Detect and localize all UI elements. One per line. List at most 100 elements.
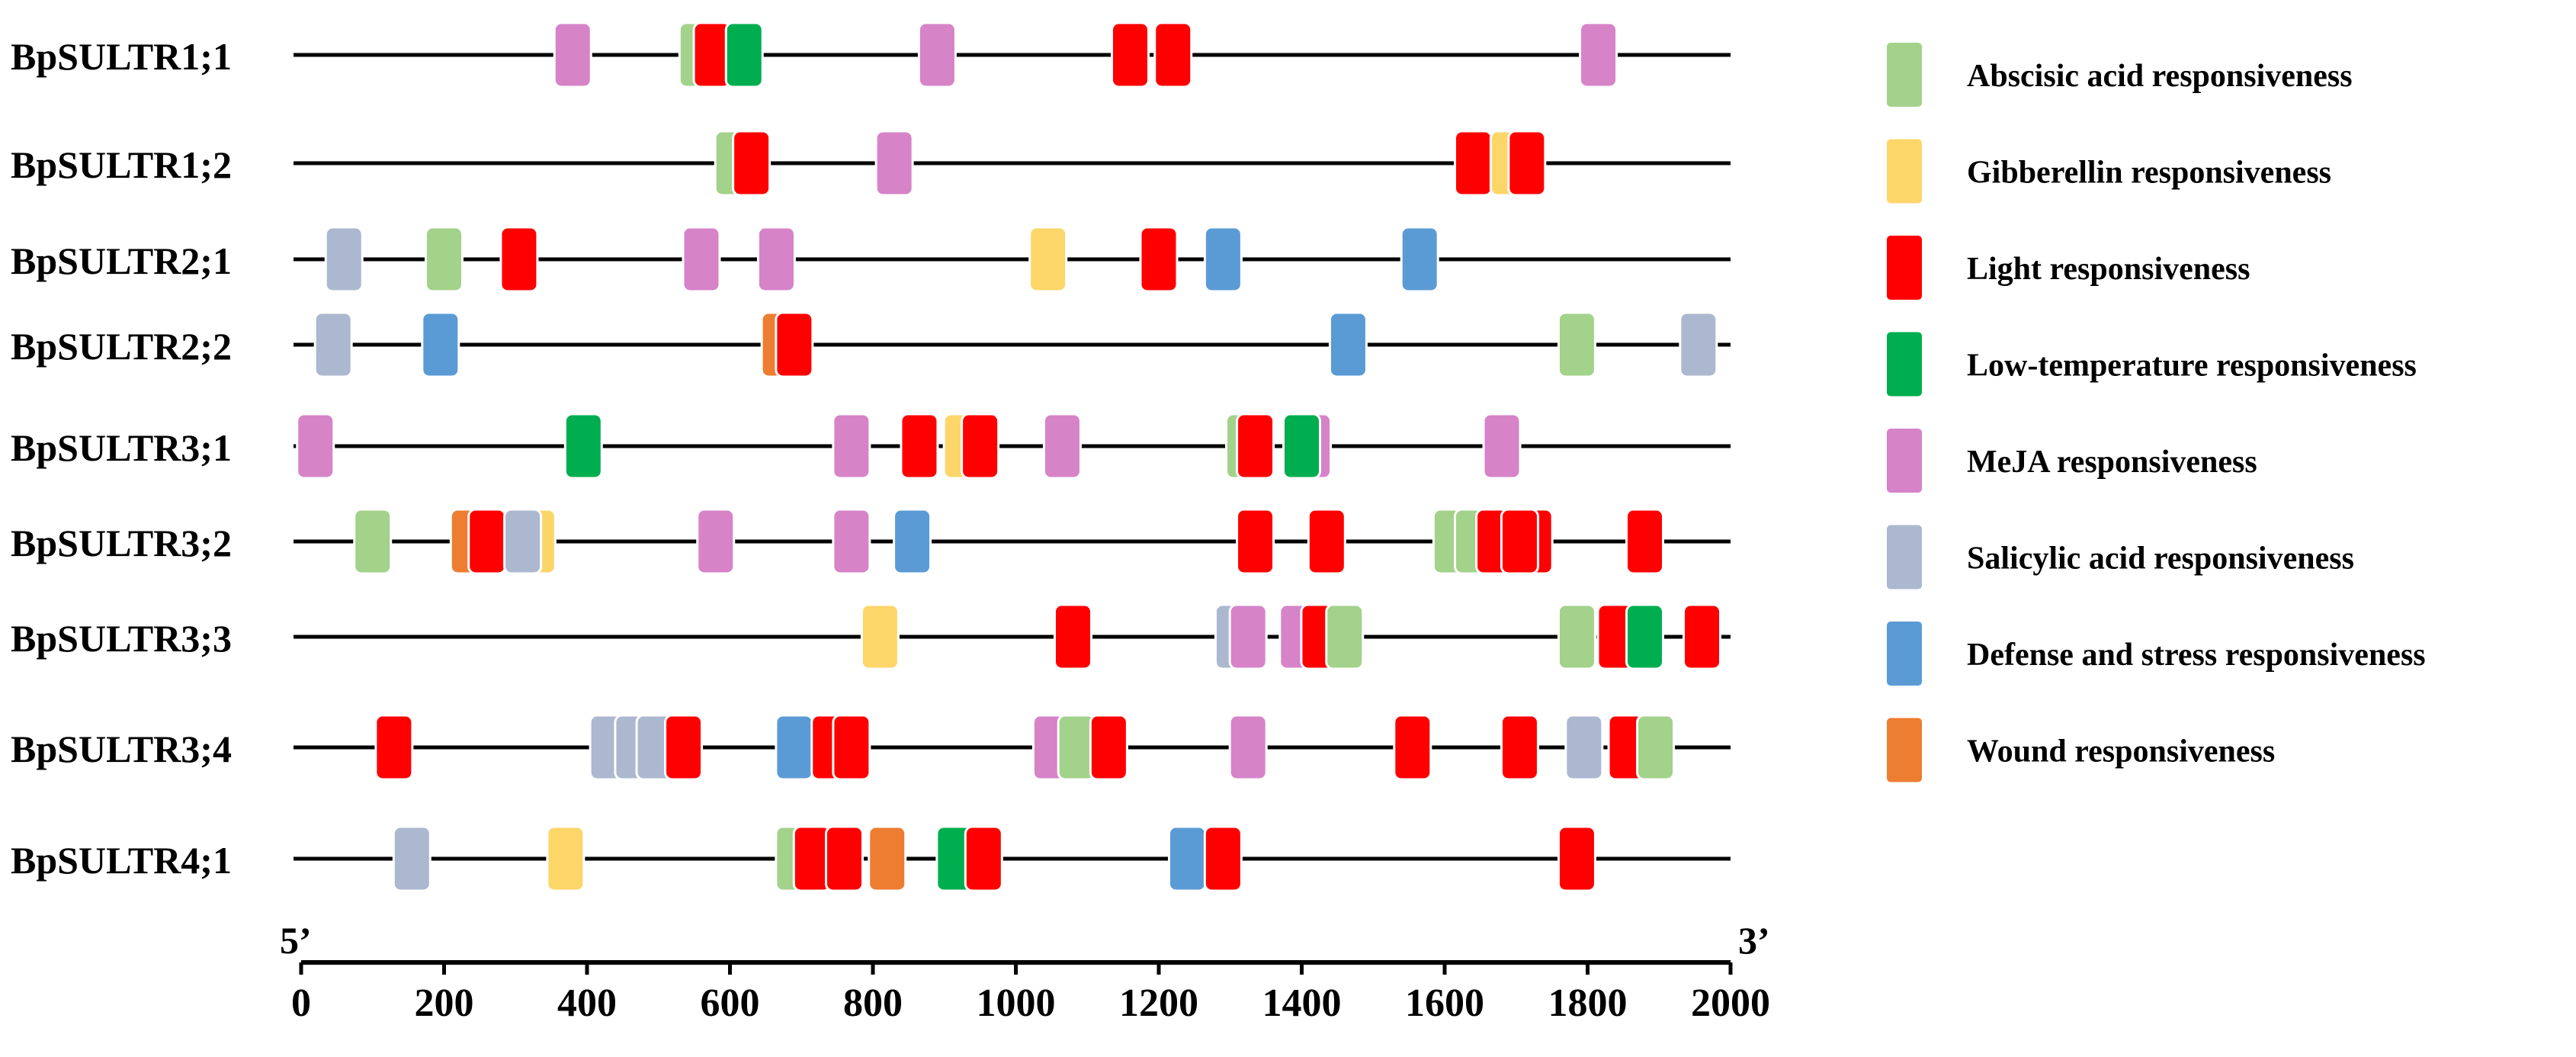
axis-tick-label: 400	[557, 982, 617, 1025]
cis-element-ga	[1028, 226, 1068, 293]
gene-label: BpSULTR3;4	[11, 728, 232, 770]
cis-element-ga	[860, 603, 900, 670]
cis-element-lt	[1625, 603, 1664, 670]
cis-element-light	[1111, 21, 1150, 88]
gene-row: BpSULTR3;2	[11, 508, 1731, 575]
cis-element-light	[1500, 508, 1539, 575]
cis-element-light	[961, 413, 1000, 480]
gene-row: BpSULTR3;4	[11, 714, 1731, 781]
axis-tick-label: 1400	[1262, 982, 1342, 1025]
cis-element-lt	[724, 21, 764, 88]
cis-element-sa	[1679, 311, 1718, 378]
cis-element-light	[1089, 714, 1128, 781]
cis-element-defense	[1400, 226, 1439, 293]
gene-row: BpSULTR1;2	[11, 130, 1731, 197]
cis-element-meja	[553, 21, 592, 88]
cis-element-light	[1500, 714, 1539, 781]
gene-label: BpSULTR3;2	[11, 522, 232, 564]
cis-element-aba	[1557, 311, 1596, 378]
gene-label: BpSULTR1;1	[11, 35, 232, 78]
cis-element-aba	[425, 226, 464, 293]
cis-element-aba	[353, 508, 393, 575]
cis-element-light	[964, 825, 1003, 892]
cis-element-aba	[1636, 714, 1676, 781]
cis-element-light	[1393, 714, 1432, 781]
axis-tick-label: 1200	[1119, 982, 1198, 1025]
cis-element-light	[467, 508, 507, 575]
cis-element-light	[1557, 825, 1596, 892]
axis-tick-label: 800	[843, 982, 903, 1025]
cis-element-sa	[392, 825, 431, 892]
cis-element-light	[1139, 226, 1179, 293]
three-prime-label: 3’	[1738, 919, 1770, 962]
legend-label: MeJA responsiveness	[1967, 445, 2257, 480]
cis-element-light	[900, 413, 939, 480]
cis-element-meja	[1228, 714, 1268, 781]
gene-tracks: BpSULTR1;1 BpSULTR1;2 BpSULTR2;1 BpSULTR2;2…	[11, 21, 1731, 892]
cis-element-meja	[832, 413, 871, 480]
cis-element-defense	[775, 714, 814, 781]
cis-element-sa	[313, 311, 353, 378]
gene-row: BpSULTR2;1	[11, 226, 1731, 293]
legend-entry: MeJA responsiveness	[1887, 429, 2257, 493]
cis-element-sa	[1564, 714, 1604, 781]
cis-element-lt	[563, 413, 603, 480]
gene-label: BpSULTR1;2	[11, 143, 232, 186]
cis-element-meja	[1579, 21, 1618, 88]
legend-label: Abscisic acid responsiveness	[1967, 59, 2353, 94]
gene-row: BpSULTR3;3	[11, 603, 1731, 670]
legend-swatch	[1887, 525, 1922, 590]
axis-tick-label: 1600	[1405, 982, 1484, 1025]
cis-element-meja	[682, 226, 721, 293]
cis-element-aba	[1325, 603, 1365, 670]
cis-element-light	[732, 130, 772, 197]
cis-element-light	[832, 714, 871, 781]
gene-label: BpSULTR3;1	[11, 426, 232, 469]
cis-element-meja	[1482, 413, 1522, 480]
cis-element-meja	[756, 226, 796, 293]
cis-element-meja	[696, 508, 736, 575]
legend-swatch	[1887, 718, 1922, 782]
legend-swatch	[1887, 139, 1922, 204]
cis-element-defense	[1328, 311, 1368, 378]
cis-element-light	[374, 714, 414, 781]
legend-entry: Defense and stress responsiveness	[1887, 622, 2426, 686]
position-axis: 0 200 400 600 800 1000 1200 1400 1600 1800 2000 5’ 3…	[280, 919, 1770, 1025]
cis-element-meja	[1042, 413, 1082, 480]
cis-element-defense	[1168, 825, 1207, 892]
legend-swatch	[1887, 622, 1922, 686]
cis-element-light	[825, 825, 864, 892]
cis-element-defense	[421, 311, 460, 378]
gene-row: BpSULTR2;2	[11, 311, 1731, 378]
gene-label: BpSULTR2;1	[11, 239, 232, 282]
cis-element-sa	[503, 508, 543, 575]
legend-label: Low-temperature responsiveness	[1967, 349, 2417, 384]
cis-element-meja	[917, 21, 957, 88]
cis-element-light	[1203, 825, 1243, 892]
axis-tick-label: 200	[415, 982, 474, 1025]
legend-entry: Gibberellin responsiveness	[1887, 139, 2331, 204]
legend-swatch	[1887, 332, 1922, 397]
legend-label: Wound responsiveness	[1967, 734, 2275, 769]
legend-label: Defense and stress responsiveness	[1967, 638, 2426, 673]
gene-label: BpSULTR2;2	[11, 325, 232, 368]
cis-element-light	[1507, 130, 1547, 197]
cis-element-meja	[874, 130, 914, 197]
axis-tick-label: 2000	[1691, 982, 1770, 1025]
cis-element-light	[1307, 508, 1346, 575]
cis-element-defense	[1203, 226, 1243, 293]
cis-element-sa	[324, 226, 364, 293]
cis-element-light	[1683, 603, 1721, 670]
cis-element-wound	[868, 825, 907, 892]
gene-label: BpSULTR4;1	[11, 839, 232, 882]
cis-element-light	[1236, 508, 1275, 575]
cis-element-light	[1236, 413, 1275, 480]
five-prime-label: 5’	[280, 919, 312, 962]
gene-row: BpSULTR3;1	[11, 413, 1731, 480]
legend-label: Salicylic acid responsiveness	[1967, 541, 2354, 577]
cis-element-light	[499, 226, 539, 293]
legend: Abscisic acid responsiveness Gibberellin …	[1887, 43, 2426, 782]
gene-row: BpSULTR4;1	[11, 825, 1731, 892]
cis-element-meja	[832, 508, 871, 575]
gene-label: BpSULTR3;3	[11, 617, 232, 660]
